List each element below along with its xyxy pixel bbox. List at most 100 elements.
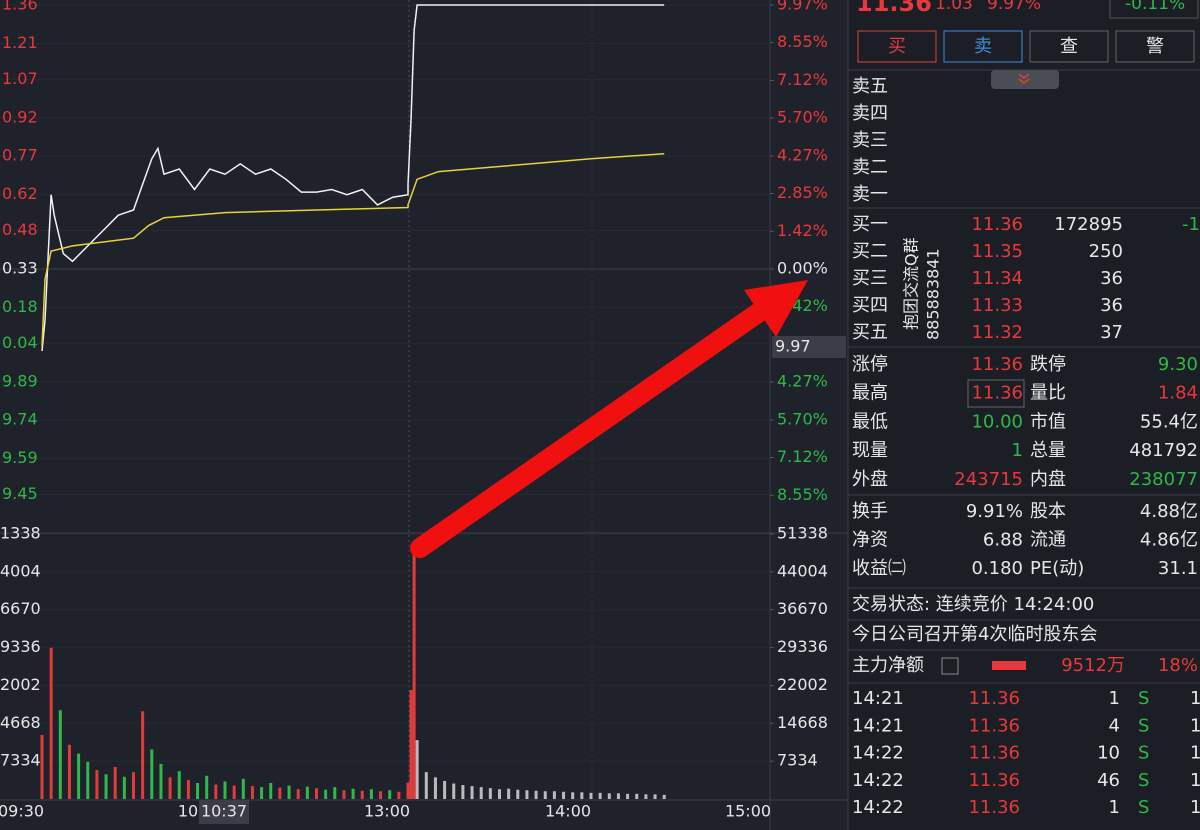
trade-volume: 4 (1109, 715, 1120, 736)
volume-bar (86, 761, 90, 799)
stat-label: 量比 (1030, 383, 1066, 404)
fund-value: 0.180 (971, 558, 1023, 579)
volume-bar (269, 782, 273, 799)
y-tick-label: 0.92 (2, 107, 38, 126)
y-tick-label: 9.59 (2, 448, 38, 467)
y2-tick-label: 9.97% (777, 0, 828, 14)
volume-bar (571, 792, 575, 799)
volume-bar (562, 791, 566, 799)
trade-side: S (1138, 797, 1149, 818)
volume-bar (324, 789, 328, 799)
volume-bar (95, 770, 99, 799)
volume-bar (662, 794, 666, 799)
stat-label: 最低 (852, 411, 888, 432)
trade-count: 1 (1190, 797, 1200, 818)
volume-bar (168, 777, 172, 799)
buy-button-frame[interactable] (857, 30, 937, 63)
volume-bar (287, 785, 291, 799)
volume-bar (132, 772, 135, 799)
sell-button-frame[interactable] (943, 30, 1023, 63)
stat-value: 11.36 (971, 354, 1023, 375)
volume-bar (626, 793, 630, 799)
y-tick-label: 0.48 (2, 220, 38, 239)
trade-price: 11.36 (968, 688, 1020, 709)
trade-button[interactable]: 查 (1060, 36, 1078, 57)
fund-label: 股本 (1030, 501, 1066, 522)
volume-bar (67, 744, 71, 799)
trade-button[interactable]: 卖 (974, 36, 992, 57)
trade-button[interactable]: 买 (888, 36, 906, 57)
stat-value: 1 (1012, 440, 1023, 461)
volume-bar (40, 734, 44, 799)
panel-background (848, 0, 1200, 830)
stat-label: 市值 (1030, 411, 1066, 432)
trade-time: 14:21 (852, 688, 904, 709)
y2-tick-label: 7.12% (777, 447, 828, 466)
stat-value: 238077 (1129, 469, 1198, 490)
bid-price: 11.33 (971, 295, 1023, 316)
volume-bar (409, 690, 413, 799)
volume-bar (177, 771, 181, 799)
trade-side: S (1138, 743, 1149, 764)
y-tick-label: 1.07 (2, 69, 38, 88)
volume-bar (223, 781, 227, 799)
trade-time: 14:22 (852, 797, 904, 818)
crosshair-time: 10:37 (201, 802, 247, 821)
volume-tick-label: 9336 (0, 637, 41, 656)
price-line (41, 152, 665, 346)
volume-bar (113, 766, 117, 799)
volume-tick-label: 4668 (0, 713, 41, 732)
bid-label: 买二 (852, 241, 888, 262)
trade-price: 11.36 (968, 715, 1020, 736)
bid-price: 11.34 (971, 268, 1023, 289)
volume-bar (49, 647, 53, 799)
fund-label: 净资 (852, 530, 888, 551)
volume-bar (406, 782, 410, 799)
trade-volume: 1 (1109, 688, 1120, 709)
fund-label: 换手 (852, 501, 888, 522)
trade-button[interactable]: 警 (1146, 36, 1164, 57)
stat-value: 9.30 (1158, 354, 1198, 375)
volume-bar (379, 791, 383, 799)
volume-y2-tick-label: 29336 (777, 637, 828, 656)
alert-button-frame[interactable] (1115, 30, 1195, 63)
bid-price: 11.36 (971, 214, 1023, 235)
volume-bar (241, 778, 245, 799)
last-price: 11.36 (856, 0, 932, 17)
volume-bar (315, 788, 318, 799)
flow-label: 主力净额 (852, 655, 924, 676)
volume-bar (186, 779, 190, 799)
volume-tick-label: 6670 (0, 599, 41, 618)
bid-volume: 172895 (1054, 214, 1123, 235)
volume-bar (488, 788, 492, 799)
volume-bar (260, 787, 264, 799)
arrow-head (744, 280, 808, 337)
bid-label: 买三 (852, 268, 888, 289)
ask-label: 卖二 (852, 157, 888, 178)
menu-icon[interactable] (941, 657, 959, 675)
volume-bar (644, 794, 648, 799)
volume-bar (589, 792, 593, 799)
volume-bar (433, 777, 437, 799)
news: 今日公司召开第4次临时股东会 (852, 624, 1097, 645)
trade-time: 14:22 (852, 770, 904, 791)
trade-count: 1 (1190, 743, 1200, 764)
volume-bar (342, 790, 346, 799)
volume-bar (196, 782, 200, 799)
trade-status: 交易状态: 连续竞价 14:24:00 (852, 594, 1094, 615)
index-pct: -0.11% (1125, 0, 1185, 14)
volume-bar (653, 794, 657, 799)
stat-value: 10.00 (971, 411, 1023, 432)
volume-bar (543, 791, 547, 799)
volume-bar (412, 554, 416, 799)
y-tick-label: 1.21 (2, 33, 38, 52)
panel-separators (848, 69, 1200, 684)
volume-bar (534, 790, 538, 799)
collapse-tab[interactable] (991, 70, 1059, 89)
volume-bar (296, 789, 300, 799)
y2-tick-label: 1.42% (777, 221, 828, 240)
volume-bar (516, 789, 520, 799)
fund-value: 4.86亿 (1140, 530, 1198, 551)
query-button-frame[interactable] (1029, 30, 1109, 63)
